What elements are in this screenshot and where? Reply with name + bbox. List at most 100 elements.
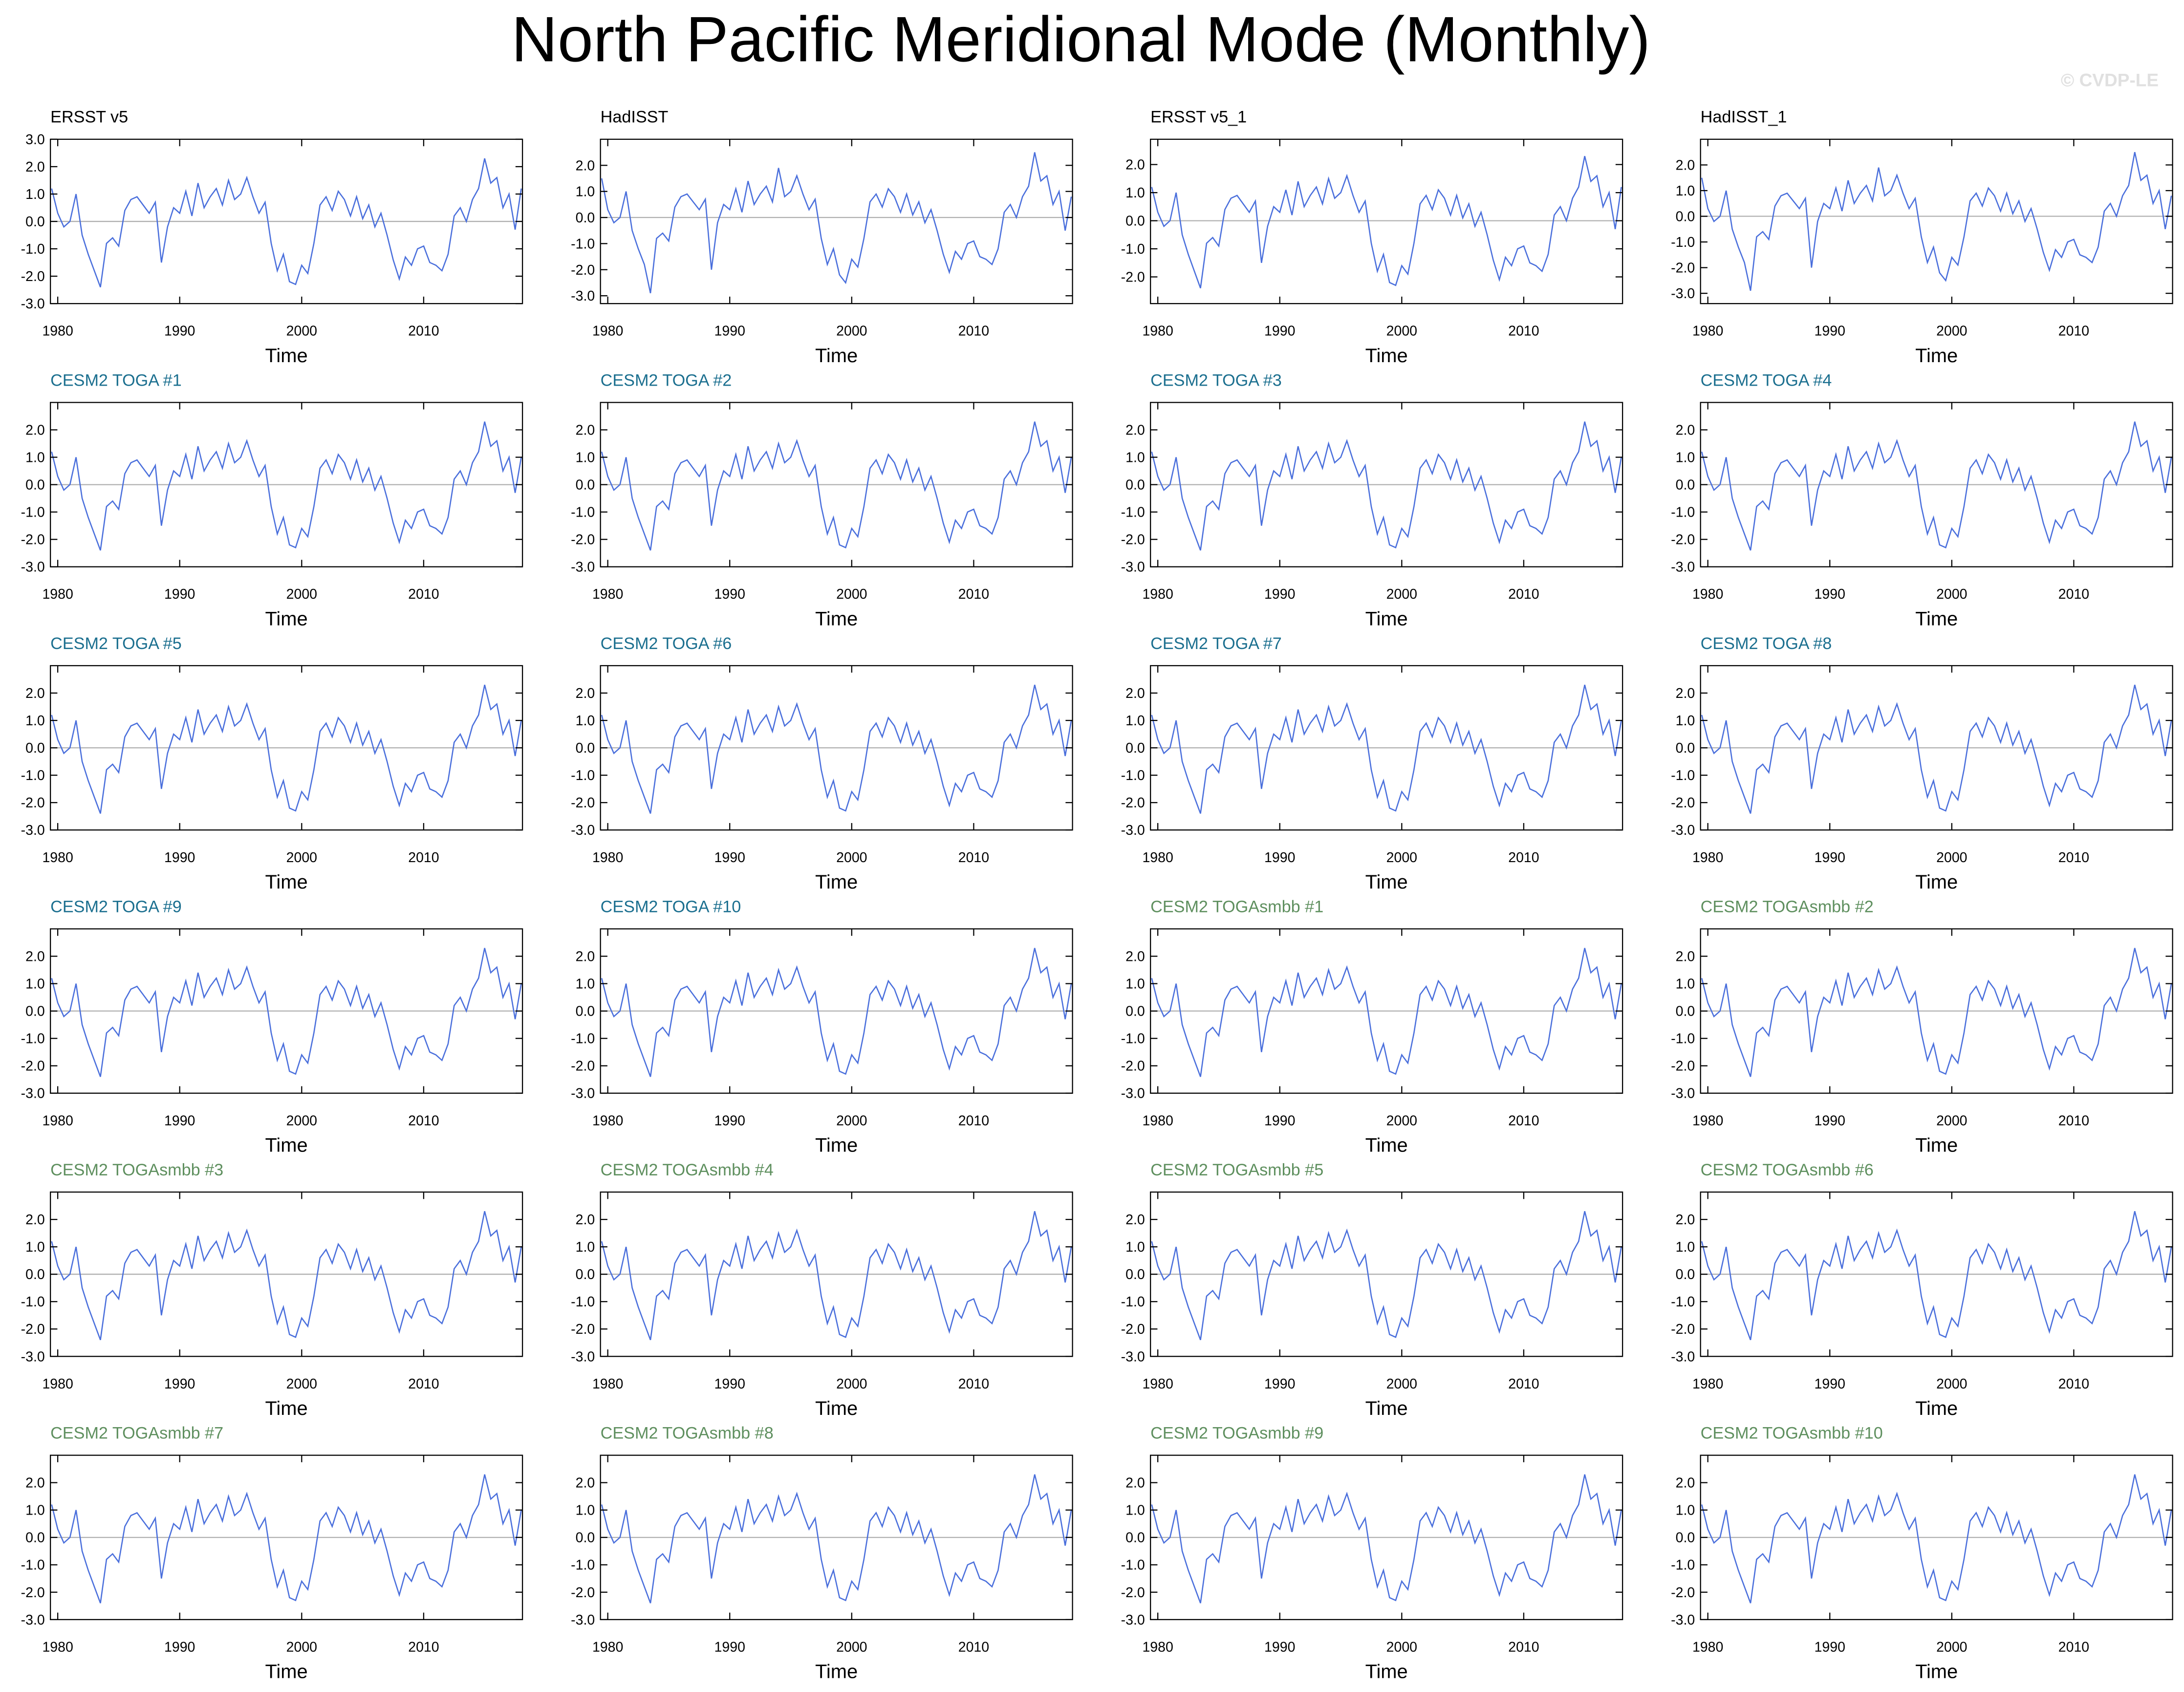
x-tick-label: 1990 [1264,1113,1295,1128]
y-tick-label: -2.0 [571,795,595,811]
panel-title: CESM2 TOGAsmbb #2 [1701,897,1874,916]
y-tick-label: 0.0 [25,477,45,493]
x-tick-label: 1990 [1264,586,1295,602]
y-tick-label: -2.0 [21,1585,45,1601]
x-tick-label: 2010 [1508,586,1539,602]
x-axis-label: Time [815,608,858,629]
y-tick-label: 0.0 [576,740,595,756]
panel-title: CESM2 TOGAsmbb #4 [601,1161,774,1179]
y-tick-label: -3.0 [1671,286,1695,302]
y-tick-label: 2.0 [576,949,595,965]
panel-title: CESM2 TOGAsmbb #6 [1701,1161,1874,1179]
x-axis-label: Time [1915,1398,1958,1419]
x-tick-label: 1990 [714,586,745,602]
y-tick-label: -2.0 [1671,260,1695,276]
panel-title: CESM2 TOGA #4 [1701,371,1832,390]
panel-title: ERSST v5_1 [1150,108,1247,127]
x-tick-label: 2000 [286,850,317,866]
x-tick-label: 2000 [1936,1376,1967,1392]
x-tick-label: 1990 [164,1113,195,1128]
y-tick-label: -3.0 [1121,1086,1145,1102]
y-tick-label: 0.0 [576,477,595,493]
x-tick-label: 2010 [1508,1113,1539,1128]
x-tick-label: 1980 [592,1113,623,1128]
x-tick-label: 2010 [408,1113,439,1128]
y-tick-label: -3.0 [571,560,595,575]
y-tick-label: 1.0 [25,713,45,729]
y-tick-label: 2.0 [25,1212,45,1228]
y-tick-label: -3.0 [571,1349,595,1365]
y-tick-label: -1.0 [21,505,45,521]
y-tick-label: 1.0 [1676,450,1695,466]
y-tick-label: -2.0 [571,262,595,278]
y-tick-label: 1.0 [1125,1503,1145,1518]
x-tick-label: 1980 [42,1113,73,1128]
x-tick-label: 1990 [1264,324,1295,339]
y-tick-label: -2.0 [1121,795,1145,811]
x-tick-label: 1990 [1815,1113,1845,1128]
y-tick-label: 1.0 [25,976,45,992]
panel-title: CESM2 TOGAsmbb #7 [50,1424,223,1442]
figure-title: North Pacific Meridional Mode (Monthly) [511,3,1650,75]
y-tick-label: -3.0 [1671,1349,1695,1365]
y-tick-label: 1.0 [1676,1239,1695,1255]
y-tick-label: -2.0 [21,269,45,284]
x-tick-label: 1990 [1815,324,1845,339]
x-tick-label: 1980 [1142,850,1173,866]
panel-title: CESM2 TOGAsmbb #8 [601,1424,774,1442]
x-tick-label: 2010 [1508,1639,1539,1655]
y-tick-label: -2.0 [1121,1322,1145,1337]
x-tick-label: 1990 [1264,1639,1295,1655]
x-tick-label: 2000 [1936,850,1967,866]
y-tick-label: 0.0 [1676,740,1695,756]
y-tick-label: -2.0 [571,1322,595,1337]
y-tick-label: 0.0 [1125,1267,1145,1282]
y-tick-label: 0.0 [576,1267,595,1282]
x-tick-label: 2010 [958,586,989,602]
x-tick-label: 1980 [42,1639,73,1655]
x-axis-label: Time [1915,1134,1958,1156]
y-tick-label: -2.0 [1671,1059,1695,1074]
y-tick-label: 1.0 [1125,1239,1145,1255]
x-tick-label: 1980 [1692,586,1723,602]
x-tick-label: 1980 [42,586,73,602]
y-tick-label: -3.0 [571,1612,595,1628]
x-tick-label: 1980 [592,586,623,602]
y-tick-label: -3.0 [1121,1612,1145,1628]
y-tick-label: 2.0 [25,686,45,701]
y-tick-label: 0.0 [576,1004,595,1020]
y-tick-label: -3.0 [1671,823,1695,838]
y-tick-label: -1.0 [21,241,45,257]
y-tick-label: 1.0 [1125,450,1145,466]
x-axis-label: Time [1365,871,1408,893]
y-tick-label: 0.0 [25,1267,45,1282]
x-tick-label: 2010 [958,1639,989,1655]
y-tick-label: -1.0 [1671,1294,1695,1310]
x-tick-label: 1980 [1142,1376,1173,1392]
x-tick-label: 1980 [1692,1376,1723,1392]
y-tick-label: -1.0 [21,1294,45,1310]
y-tick-label: -2.0 [571,1059,595,1074]
y-tick-label: 1.0 [576,184,595,200]
x-axis-label: Time [1915,345,1958,367]
y-tick-label: -3.0 [1671,560,1695,575]
y-tick-label: -2.0 [21,1322,45,1337]
y-tick-label: 0.0 [576,210,595,226]
x-tick-label: 2000 [1936,1113,1967,1128]
x-tick-label: 1990 [1815,586,1845,602]
x-tick-label: 1980 [1142,1639,1173,1655]
x-tick-label: 1980 [592,1639,623,1655]
x-tick-label: 2010 [408,586,439,602]
y-tick-label: -1.0 [1671,505,1695,521]
x-tick-label: 2010 [2058,1376,2089,1392]
x-tick-label: 1990 [1264,850,1295,866]
x-axis-label: Time [815,1661,858,1683]
y-tick-label: 0.0 [1125,477,1145,493]
y-tick-label: 1.0 [25,187,45,202]
y-tick-label: -3.0 [21,1612,45,1628]
y-tick-label: 1.0 [1676,1503,1695,1518]
x-axis-label: Time [265,1661,308,1683]
y-tick-label: -2.0 [21,532,45,548]
x-tick-label: 2000 [1936,586,1967,602]
y-tick-label: -1.0 [21,1031,45,1047]
